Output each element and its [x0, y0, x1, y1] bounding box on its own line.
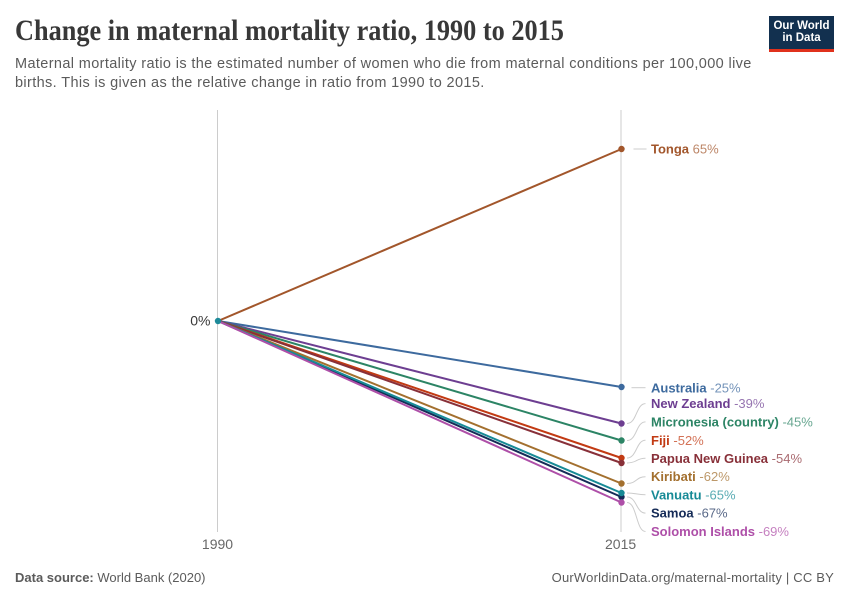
svg-text:Australia -25%: Australia -25%: [651, 381, 741, 396]
svg-text:0%: 0%: [190, 313, 210, 329]
svg-text:Fiji -52%: Fiji -52%: [651, 433, 704, 448]
svg-text:Samoa -67%: Samoa -67%: [651, 506, 728, 521]
svg-text:Micronesia (country) -45%: Micronesia (country) -45%: [651, 414, 813, 429]
svg-text:Papua New Guinea -54%: Papua New Guinea -54%: [651, 451, 802, 466]
svg-text:Kiribati -62%: Kiribati -62%: [651, 469, 730, 484]
svg-text:2015: 2015: [605, 536, 636, 552]
svg-text:Solomon Islands -69%: Solomon Islands -69%: [651, 524, 789, 539]
svg-text:1990: 1990: [202, 536, 233, 552]
svg-text:Tonga 65%: Tonga 65%: [651, 142, 719, 157]
svg-text:Vanuatu -65%: Vanuatu -65%: [651, 487, 736, 502]
svg-text:New Zealand -39%: New Zealand -39%: [651, 396, 765, 411]
